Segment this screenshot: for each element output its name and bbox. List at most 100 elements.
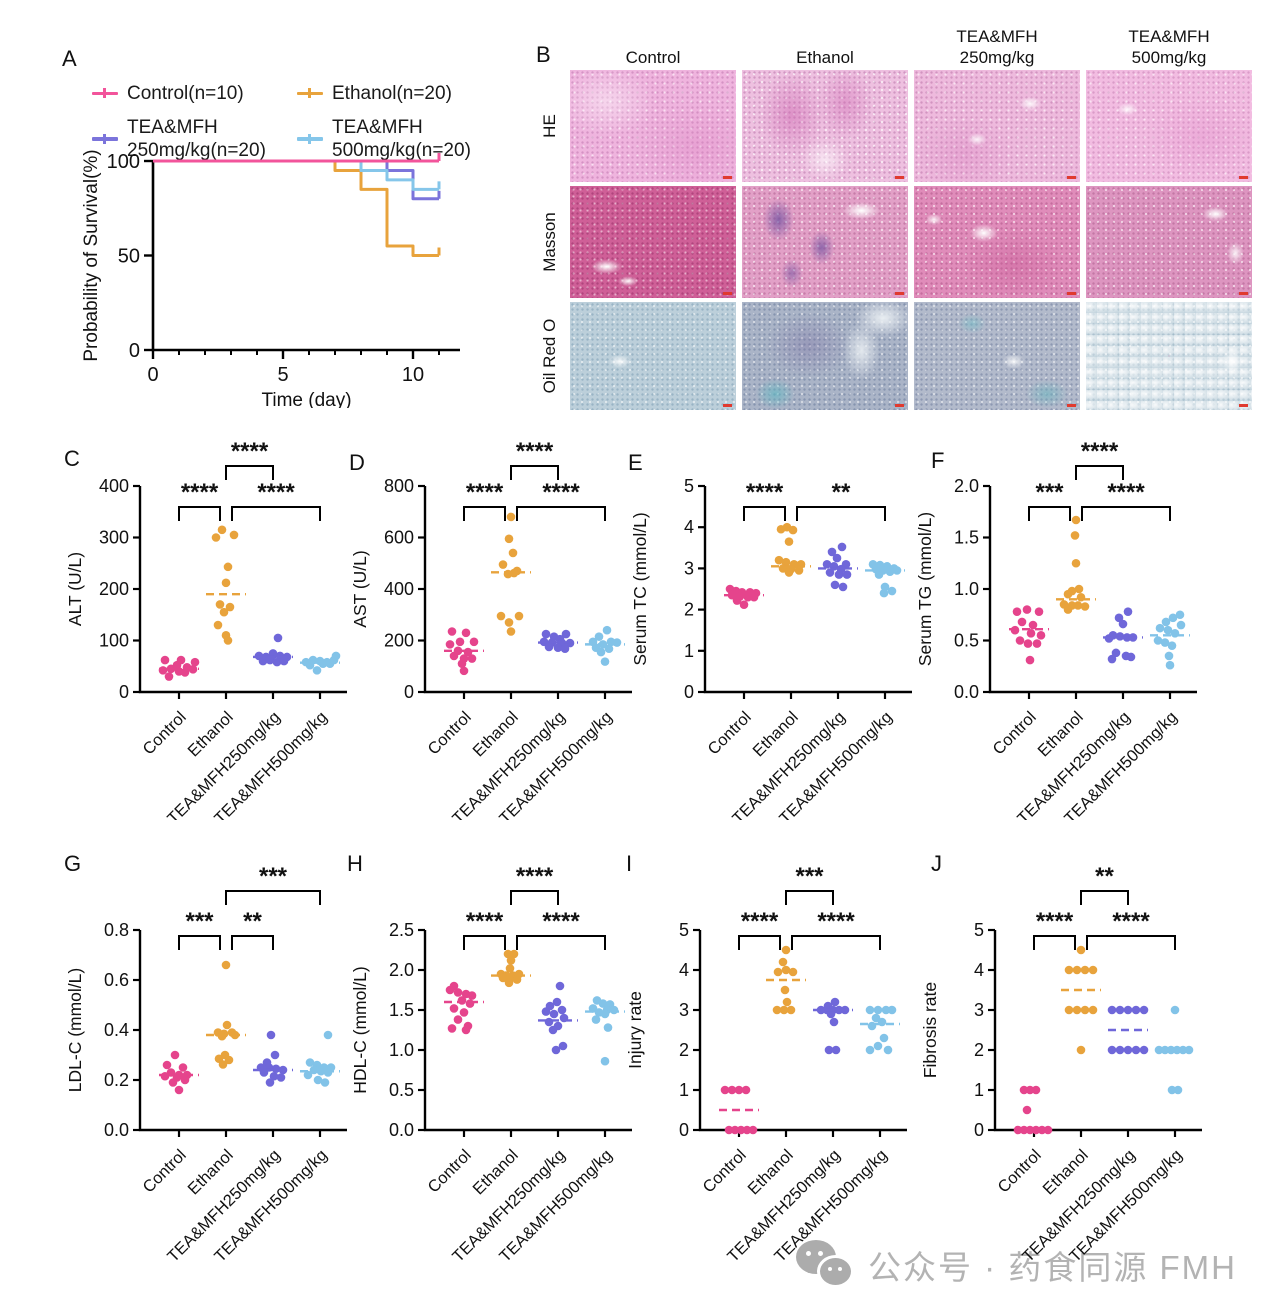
dot-plot-serum-tc: 0 1 2 3 4 5 Control Ethanol TEA&MFH250mg/kg TEA&M… [620,430,912,828]
svg-text:300: 300 [99,528,129,548]
svg-text:0: 0 [679,1120,689,1140]
panel-label-c: C [64,446,80,471]
svg-text:**: ** [1095,863,1114,890]
svg-text:0: 0 [404,682,414,702]
svg-text:4: 4 [974,960,984,980]
dot-plot-ldl-c: 0.0 0.2 0.4 0.6 0.8 Control Ethanol TEA&MFH250m… [55,835,347,1275]
histology-image-he-tea250 [914,70,1080,182]
svg-text:****: **** [542,479,580,506]
panel-I-plot-svg: 012345ControlEthanolTEA&MFH250mg/kgTEA&M… [625,863,907,1266]
panel-label-a: A [62,46,77,71]
panel-label-h: H [347,851,363,876]
wechat-icon [796,1236,854,1294]
panel-label-f: F [931,448,945,473]
histology-column-header-control: Control [625,48,681,67]
svg-text:1.5: 1.5 [389,1000,414,1020]
svg-text:Control: Control [424,708,474,758]
svg-text:0.6: 0.6 [104,970,129,990]
svg-text:1: 1 [974,1080,984,1100]
legend-label-tea250: TEA&MFH 250mg/kg(n=20) [127,117,266,161]
scale-bar [895,292,904,295]
histology-image-masson-ethanol [742,186,908,298]
panel-label-d: D [349,450,365,475]
svg-text:0: 0 [684,682,694,702]
svg-text:5: 5 [679,920,689,940]
svg-text:HDL-C (mmol/L): HDL-C (mmol/L) [350,966,370,1093]
scale-bar [1239,292,1248,295]
legend-marker-tea250 [92,133,118,145]
histology-row-label-oilredo: Oil Red O [540,318,559,394]
svg-text:****: **** [516,863,554,890]
panel-label-b: B [536,42,551,67]
svg-text:Control: Control [989,708,1039,758]
svg-text:Control: Control [994,1146,1044,1196]
scale-bar [723,292,732,295]
svg-text:****: **** [817,908,855,935]
svg-text:3: 3 [679,1000,689,1020]
svg-text:****: **** [181,479,219,506]
svg-text:****: **** [741,908,779,935]
svg-text:800: 800 [384,476,414,496]
histology-column-header-tea250: TEA&MFH 250mg/kg [956,27,1038,67]
svg-text:100: 100 [107,151,140,173]
svg-text:Control: Control [699,1146,749,1196]
legend-label-tea500: TEA&MFH 500mg/kg(n=20) [332,117,471,161]
svg-text:0: 0 [147,364,158,386]
svg-text:***: *** [795,863,824,890]
svg-text:400: 400 [99,476,129,496]
svg-text:****: **** [516,438,554,465]
scale-bar [1239,176,1248,179]
svg-text:400: 400 [384,579,414,599]
legend-item-control: Control(n=10) [92,82,244,105]
histology-image-he-ethanol [742,70,908,182]
svg-text:50: 50 [118,246,140,268]
legend-label-control: Control(n=10) [127,83,244,104]
legend-item-ethanol: Ethanol(n=20) [297,82,452,105]
svg-text:****: **** [542,908,580,935]
dot-plot-alt: 0 100 200 300 400 Control Ethanol TEA&MFH250mg/… [55,430,347,828]
panel-J-plot-svg: 012345ControlEthanolTEA&MFH250mg/kgTEA&M… [920,863,1202,1266]
svg-text:***: *** [185,908,214,935]
wechat-bubble-small [820,1258,851,1285]
svg-text:1: 1 [684,641,694,661]
scale-bar [1067,292,1076,295]
survival-plot: 0 50 100 0 5 10 Probability of Survival(%) Time… [40,48,510,411]
svg-text:ALT (U/L): ALT (U/L) [65,552,85,626]
svg-text:AST (U/L): AST (U/L) [350,550,370,627]
svg-text:200: 200 [99,579,129,599]
dot-plot-serum-tg: 0.0 0.5 1.0 1.5 2.0 Control Ethanol TEA&MFH250m… [905,430,1197,828]
watermark-text: 公众号 · 药食同源 FMH [868,1249,1237,1286]
scale-bar [1239,404,1248,407]
svg-text:****: **** [466,908,504,935]
svg-text:Serum TC (mmol/L): Serum TC (mmol/L) [630,512,650,665]
svg-text:Time (day): Time (day) [261,390,351,408]
svg-text:3: 3 [974,1000,984,1020]
wechat-bubble-large [796,1240,836,1274]
svg-text:100: 100 [99,631,129,651]
svg-text:2.0: 2.0 [954,476,979,496]
legend-marker-control [92,87,118,100]
svg-text:****: **** [1107,479,1145,506]
svg-text:Control: Control [704,708,754,758]
svg-text:****: **** [257,479,295,506]
histology-row-label-he: HE [540,114,559,138]
svg-text:****: **** [1036,908,1074,935]
svg-text:0: 0 [129,340,140,362]
svg-text:1: 1 [679,1080,689,1100]
scale-bar [895,404,904,407]
svg-text:Injury rate: Injury rate [625,991,645,1069]
svg-text:****: **** [746,479,784,506]
svg-text:5: 5 [974,920,984,940]
histology-image-masson-tea500 [1086,186,1252,298]
svg-text:0.5: 0.5 [954,631,979,651]
histology-image-oilredo-ethanol [742,302,908,410]
svg-text:****: **** [1081,438,1119,465]
svg-text:0.4: 0.4 [104,1020,129,1040]
histology-image-oilredo-tea500 [1086,302,1252,410]
svg-text:0.0: 0.0 [389,1120,414,1140]
svg-text:5: 5 [684,476,694,496]
svg-text:0: 0 [119,682,129,702]
svg-text:***: *** [1035,479,1064,506]
svg-text:Control: Control [139,708,189,758]
